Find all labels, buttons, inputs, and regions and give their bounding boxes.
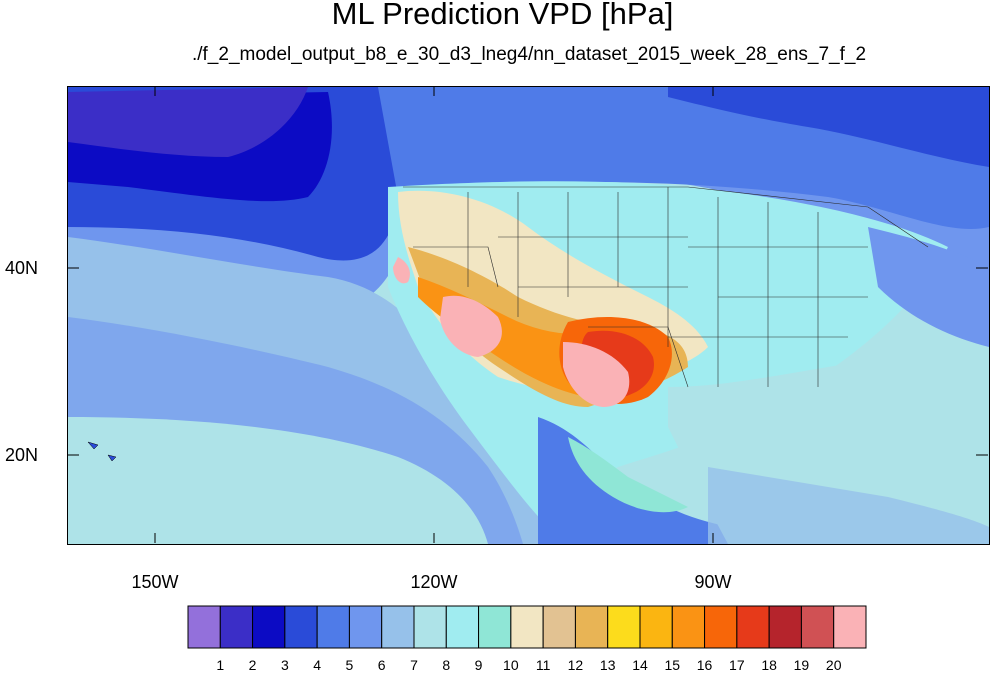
colorbar-tick-label: 7 <box>410 657 418 673</box>
colorbar-tick-label: 6 <box>377 657 386 673</box>
peak-mexico <box>563 342 630 407</box>
peak-arizona <box>440 295 502 357</box>
colorbar-swatch <box>704 605 738 649</box>
colorbar-swatch <box>413 605 447 649</box>
lon-label-90w: 90W <box>694 572 732 592</box>
atlantic-east <box>868 227 989 347</box>
colorbar-tick-label: 13 <box>599 657 616 673</box>
colorbar-swatch <box>219 605 254 649</box>
colorbar-tick-label: 16 <box>696 657 713 673</box>
colorbar-swatch <box>542 605 576 649</box>
colorbar-swatch <box>736 605 770 649</box>
colorbar-swatch <box>252 605 286 649</box>
colorbar-tick-label: 9 <box>474 657 483 673</box>
map-panel <box>67 86 990 545</box>
mexico-interior <box>568 437 688 513</box>
colorbar-swatch <box>510 605 544 649</box>
chart-title: ML Prediction VPD [hPa] <box>331 0 674 31</box>
vpd-map <box>68 87 989 544</box>
colorbar-tick-label: 8 <box>442 657 451 673</box>
colorbar-swatch <box>348 605 383 649</box>
colorbar-swatch <box>607 605 641 649</box>
colorbar-swatch <box>768 605 802 649</box>
colorbar <box>187 605 867 649</box>
colorbar-tick-label: 17 <box>729 657 745 673</box>
pacific-tropical <box>68 417 488 544</box>
colorbar-swatch <box>445 605 480 649</box>
chart-subtitle: ./f_2_model_output_b8_e_30_d3_lneg4/nn_d… <box>191 44 867 65</box>
colorbar-tick-label: 14 <box>632 657 648 673</box>
colorbar-tick-label: 18 <box>761 657 777 673</box>
colorbar-swatch <box>639 605 673 649</box>
colorbar-tick-label: 10 <box>503 657 519 673</box>
state-borders <box>403 186 929 388</box>
lat-label-40n: 40N <box>5 258 39 278</box>
colorbar-tick-label: 12 <box>567 657 584 673</box>
colorbar-swatch <box>671 605 706 649</box>
colorbar-swatch <box>187 605 221 649</box>
colorbar-tick-label: 4 <box>313 657 322 673</box>
colorbar-tick-label: 2 <box>248 657 257 673</box>
colorbar-tick-label: 5 <box>345 657 354 673</box>
colorbar-tick-label: 20 <box>825 657 842 673</box>
colorbar-swatch <box>574 605 609 649</box>
hudson-region <box>668 87 989 167</box>
lat-label-20n: 20N <box>5 445 39 465</box>
peak-california <box>393 257 410 284</box>
lon-label-120w: 120W <box>410 572 458 592</box>
colorbar-tick-label: 19 <box>793 657 810 673</box>
colorbar-swatch <box>478 605 512 649</box>
colorbar-tick-label: 15 <box>664 657 681 673</box>
colorbar-tick-label: 1 <box>216 657 225 673</box>
colorbar-swatch <box>316 605 350 649</box>
colorbar-swatch <box>833 605 867 649</box>
colorbar-tick-label: 11 <box>535 657 551 673</box>
hawaii-islands <box>87 441 117 462</box>
colorbar-swatch <box>284 605 318 649</box>
colorbar-swatch <box>800 605 835 649</box>
colorbar-swatch <box>381 605 415 649</box>
alaska-gulf <box>68 87 308 157</box>
caribbean-band <box>708 467 989 544</box>
colorbar-tick-label: 3 <box>280 657 289 673</box>
lon-label-150w: 150W <box>131 572 179 592</box>
